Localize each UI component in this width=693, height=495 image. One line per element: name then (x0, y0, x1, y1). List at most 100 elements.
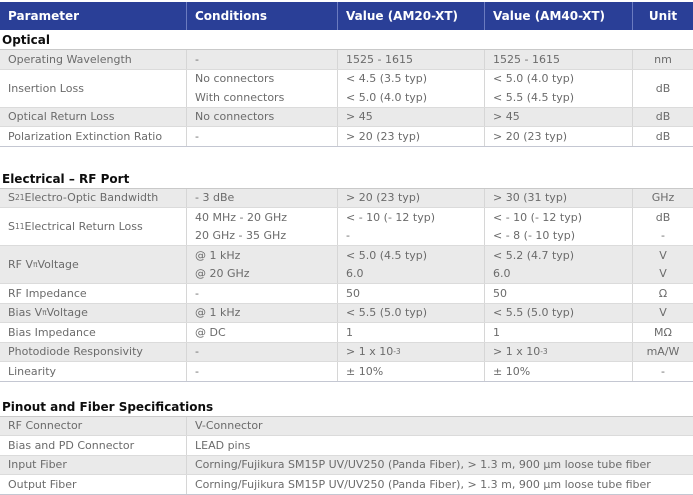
condition-cell: No connectors (186, 69, 337, 88)
condition-cell: - (186, 362, 337, 381)
table-row: Input Fiber Corning/Fujikura SM15P UV/UV2… (0, 455, 693, 475)
section-title: Optical (2, 33, 50, 47)
param-cell: Photodiode Responsivity (8, 345, 143, 359)
unit-cell: dB (632, 127, 693, 146)
value-am40-cell: > 45 (484, 107, 632, 126)
unit-cell: dB (632, 107, 693, 126)
unit-cell: MΩ (632, 323, 693, 342)
row-lines: No connectors > 45 > 45 (186, 107, 632, 126)
row-line: 20 GHz - 35 GHz - < - 8 (- 10 typ) - (186, 226, 693, 245)
header-cell-2: Value (AM20-XT) (337, 2, 484, 30)
unit-cell: - (632, 362, 693, 381)
row-line: - 3 dBe > 20 (23 typ) > 30 (31 typ) (186, 188, 632, 207)
table-section: Electrical – RF Port S 21 Electro-Optic Ba… (0, 169, 693, 382)
value-am20-cell: 50 (337, 284, 484, 303)
row-line: @ 1 kHz < 5.5 (5.0 typ) < 5.5 (5.0 typ) (186, 303, 632, 322)
condition-cell: With connectors (186, 88, 337, 107)
value-am40-cell: > 1 x 10 -3 (484, 342, 632, 361)
row-line: With connectors < 5.0 (4.0 typ) < 5.5 (4.5… (186, 88, 632, 107)
param-cell: RF Impedance (8, 286, 87, 300)
section-rows: S 21 Electro-Optic Bandwidth - 3 dBe > 20 (… (0, 187, 693, 382)
condition-cell: - (186, 127, 337, 146)
table-row: Linearity - ± 10% ± 10% - (0, 362, 693, 382)
value-am20-cell: < 5.0 (4.5 typ) (337, 246, 484, 265)
condition-cell: No connectors (186, 107, 337, 126)
section-title: Pinout and Fiber Specifications (2, 399, 214, 414)
value-am20-cell: 1 (337, 323, 484, 342)
table-header-row: Parameter Conditions Value (AM20-XT) Value … (0, 2, 693, 30)
value-cell: V-Connector (186, 416, 693, 435)
value-am20-cell: > 45 (337, 107, 484, 126)
value-am20-cell: - (337, 226, 484, 245)
row-lines: -50 50 (186, 284, 632, 303)
unit-cell: V (632, 303, 693, 322)
param-cell: Optical Return Loss (8, 110, 115, 124)
value-am40-cell: < 5.5 (5.0 typ) (484, 303, 632, 322)
row-line: -50 50 (186, 284, 632, 303)
value-am40-cell: < - 8 (- 10 typ) (484, 226, 632, 245)
condition-cell: - (186, 50, 337, 69)
value-am40-cell: > 20 (23 typ) (484, 127, 632, 146)
param-cell: Linearity (8, 364, 57, 378)
row-line: -1525 - 1615 1525 - 1615 (186, 50, 632, 69)
table-row: S 11 Electrical Return Loss 40 MHz - 20 GH… (0, 208, 693, 246)
row-lines: - ± 10% ± 10% (186, 362, 632, 381)
param-cell: Operating Wavelength (8, 52, 132, 66)
section-title: Electrical – RF Port (2, 171, 130, 186)
row-lines: - > 20 (23 typ) > 20 (23 typ) (186, 127, 632, 146)
row-lines: 40 MHz - 20 GHz < - 10 (- 12 typ) < - 10 (… (186, 208, 693, 245)
unit-cell: - (632, 226, 693, 245)
table-row: RF Connector V-Connector (0, 416, 693, 436)
param-cell: Insertion Loss (8, 81, 84, 95)
row-line: 40 MHz - 20 GHz < - 10 (- 12 typ) < - 10 (… (186, 208, 693, 227)
condition-cell: @ 20 GHz (186, 264, 337, 283)
row-line: - > 20 (23 typ) > 20 (23 typ) (186, 127, 632, 146)
section-rows: Operating Wavelength -1525 - 1615 1525 - 1… (0, 49, 693, 147)
param-cell: Input Fiber (8, 458, 67, 472)
table-section: Pinout and Fiber Specifications RF Connec… (0, 397, 693, 495)
unit-cell: nm (632, 50, 693, 69)
row-line: @ 1 kHz < 5.0 (4.5 typ) < 5.2 (4.7 typ) V (186, 246, 693, 265)
condition-cell: @ DC (186, 323, 337, 342)
value-am20-cell: > 20 (23 typ) (337, 188, 484, 207)
table-row: S 21 Electro-Optic Bandwidth - 3 dBe > 20 (… (0, 188, 693, 208)
row-lines: @ 1 kHz < 5.5 (5.0 typ) < 5.5 (5.0 typ) (186, 303, 632, 322)
param-cell: Bias Impedance (8, 325, 96, 339)
value-am40-cell: 50 (484, 284, 632, 303)
header-cell-4: Unit (632, 2, 693, 30)
value-am40-cell: 6.0 (484, 264, 632, 283)
value-am40-cell: < 5.0 (4.0 typ) (484, 69, 632, 88)
value-am20-cell: ± 10% (337, 362, 484, 381)
header-cell-1: Conditions (186, 2, 337, 30)
table-row: Polarization Extinction Ratio - > 20 (23 t… (0, 127, 693, 147)
row-line: @ DC 1 1 (186, 323, 632, 342)
table-row: Optical Return Loss No connectors > 45 > 45… (0, 107, 693, 127)
condition-cell: - (186, 342, 337, 361)
table-row: Output Fiber Corning/Fujikura SM15P UV/UV… (0, 475, 693, 495)
row-line: - > 1 x 10 -3 > 1 x 10 -3 (186, 342, 632, 361)
value-cell: LEAD pins (186, 436, 693, 455)
value-am20-cell: < 5.0 (4.0 typ) (337, 88, 484, 107)
unit-cell: V (632, 264, 693, 283)
value-am20-cell: < 4.5 (3.5 typ) (337, 69, 484, 88)
unit-cell: mA/W (632, 342, 693, 361)
value-am40-cell: < - 10 (- 12 typ) (484, 208, 632, 227)
row-line: - ± 10% ± 10% (186, 362, 632, 381)
value-am20-cell: 6.0 (337, 264, 484, 283)
table-row: Photodiode Responsivity - > 1 x 10 -3 > 1 x … (0, 342, 693, 362)
unit-cell: GHz (632, 188, 693, 207)
condition-cell: @ 1 kHz (186, 246, 337, 265)
section-rows: RF Connector V-Connector Bias and PD Conne… (0, 415, 693, 495)
unit-cell: dB (632, 208, 693, 227)
param-cell: Bias and PD Connector (8, 438, 135, 452)
value-am40-cell: < 5.5 (4.5 typ) (484, 88, 632, 107)
row-line: No connectors < 4.5 (3.5 typ) < 5.0 (4.0 t… (186, 69, 632, 88)
row-line: @ 20 GHz 6.0 6.0 V (186, 264, 693, 283)
unit-cell: dB (632, 69, 693, 107)
param-cell: RF Connector (8, 419, 83, 433)
value-am40-cell: > 30 (31 typ) (484, 188, 632, 207)
